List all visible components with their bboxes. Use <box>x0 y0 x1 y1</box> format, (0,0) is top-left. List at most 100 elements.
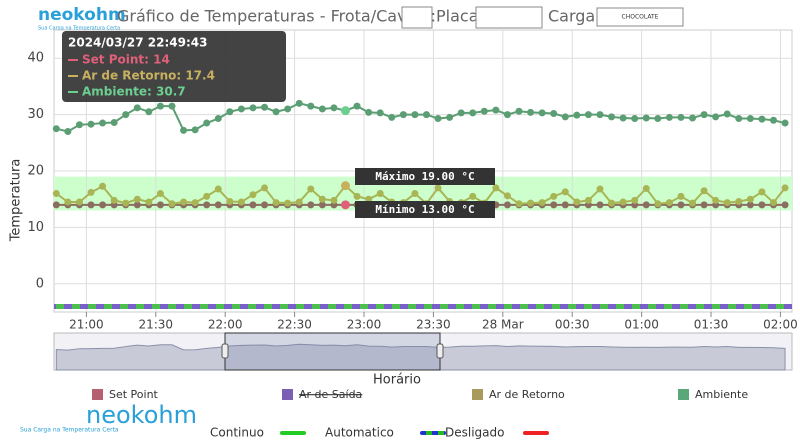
y-tick-label: 20 <box>27 164 44 179</box>
point <box>249 201 257 209</box>
y-tick-label: 40 <box>27 51 44 66</box>
legend-label[interactable]: Ar de Retorno <box>489 388 565 401</box>
footer-tagline: Sua Carga na Temperatura Certa <box>20 427 119 434</box>
navigator-handle[interactable] <box>436 343 444 359</box>
point <box>365 195 373 203</box>
point <box>550 192 558 200</box>
legend-label[interactable]: Ar de Saída <box>299 388 362 401</box>
point <box>52 125 60 133</box>
point <box>318 105 326 113</box>
plate-input[interactable] <box>475 6 543 29</box>
point <box>214 201 222 209</box>
point <box>376 109 384 117</box>
point <box>746 115 754 123</box>
y-axis-label: Temperatura <box>9 159 24 243</box>
point <box>156 190 164 198</box>
legend-swatch[interactable] <box>92 389 103 400</box>
legend-swatch[interactable] <box>472 389 483 400</box>
navigator-selection <box>224 332 441 371</box>
point <box>689 114 697 122</box>
point <box>99 182 107 190</box>
hover-point <box>340 181 350 191</box>
point <box>75 121 83 129</box>
cargo-input[interactable] <box>596 7 684 27</box>
x-tick-label: 21:30 <box>138 318 173 332</box>
point <box>203 201 211 209</box>
point <box>781 184 789 192</box>
hover-point <box>340 200 350 210</box>
point <box>272 199 280 207</box>
point <box>434 115 442 123</box>
series-line <box>56 102 786 133</box>
cargo-label: Carga: <box>548 7 601 26</box>
point <box>214 115 222 123</box>
legend-swatch[interactable] <box>678 389 689 400</box>
point <box>330 104 338 112</box>
point <box>295 198 303 206</box>
point <box>52 190 60 198</box>
point <box>75 198 83 206</box>
x-tick-label: 23:00 <box>347 318 382 332</box>
point <box>261 184 269 192</box>
y-tick-label: 30 <box>27 107 44 122</box>
limit-label-box <box>355 168 495 185</box>
point <box>353 192 361 200</box>
point <box>64 198 72 206</box>
point <box>249 104 257 112</box>
status-strip <box>54 304 792 309</box>
point <box>226 108 234 116</box>
point <box>700 111 708 119</box>
point <box>87 120 95 128</box>
point <box>561 201 569 209</box>
point <box>561 188 569 196</box>
point <box>411 190 419 198</box>
point <box>654 115 662 123</box>
x-tick-label: 21:00 <box>69 318 104 332</box>
point <box>665 199 673 207</box>
point <box>284 199 292 207</box>
point <box>191 199 199 207</box>
point <box>689 199 697 207</box>
point <box>122 199 130 207</box>
navigator-handle[interactable] <box>221 343 229 359</box>
point <box>492 106 500 114</box>
x-tick-label: 23:30 <box>416 318 451 332</box>
logo: neokohm <box>38 5 126 25</box>
point <box>527 108 535 116</box>
point <box>527 199 535 207</box>
legend-swatch[interactable] <box>282 389 293 400</box>
point <box>353 102 361 110</box>
point <box>469 192 477 200</box>
tooltip-item: Ambiente: 30.7 <box>82 85 186 99</box>
y-tick-label: 0 <box>36 276 44 291</box>
legend-label[interactable]: Ambiente <box>695 388 748 401</box>
point <box>318 195 326 203</box>
point <box>99 201 107 209</box>
point <box>284 105 292 113</box>
point <box>723 110 731 118</box>
fleet-input[interactable] <box>401 6 433 29</box>
point <box>550 201 558 209</box>
point <box>642 114 650 122</box>
point <box>654 200 662 208</box>
point <box>307 102 315 110</box>
status-label: Desligado <box>445 426 504 440</box>
point <box>446 113 454 121</box>
point <box>145 108 153 116</box>
point <box>700 201 708 209</box>
point <box>515 200 523 208</box>
point <box>191 126 199 134</box>
point <box>515 107 523 115</box>
point <box>746 195 754 203</box>
point <box>642 184 650 192</box>
point <box>631 196 639 204</box>
x-axis-label: Horário <box>373 373 421 388</box>
point <box>642 201 650 209</box>
point <box>145 198 153 206</box>
point <box>203 192 211 200</box>
point <box>272 108 280 116</box>
point <box>261 201 269 209</box>
x-tick-label: 01:00 <box>624 318 659 332</box>
legend-label[interactable]: Set Point <box>109 388 159 401</box>
